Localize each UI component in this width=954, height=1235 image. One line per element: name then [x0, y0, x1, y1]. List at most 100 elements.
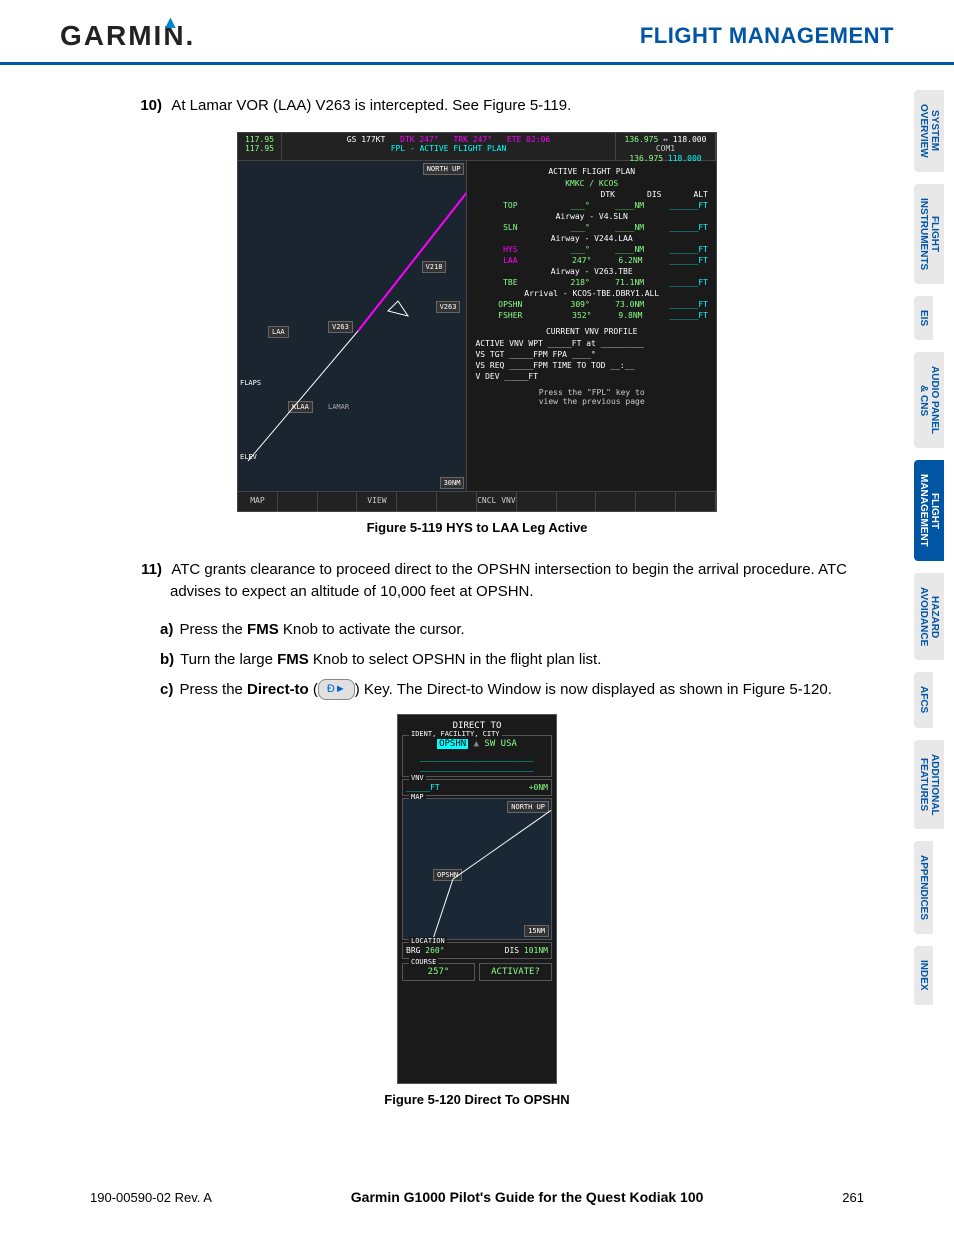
fpl-route: KMKC / KCOS — [565, 179, 618, 188]
softkey-cncl-vnv[interactable]: CNCL VNV — [477, 492, 517, 511]
page-title-fpl: FPL - ACTIVE FLIGHT PLAN — [391, 144, 507, 153]
dto-vnv-ft: _____FT — [406, 783, 440, 792]
sub-label: c) — [160, 681, 173, 698]
fpl-row: TBE218°71.1NM______FT — [471, 277, 712, 288]
softkey-view[interactable]: VIEW — [357, 492, 397, 511]
sub-bold: FMS — [247, 621, 279, 638]
dto-loc-label: LOCATION — [409, 937, 447, 945]
footer-revision: 190-00590-02 Rev. A — [90, 1190, 212, 1205]
figure-caption-120: Figure 5-120 Direct To OPSHN — [100, 1092, 854, 1107]
sub-text: Turn the large — [180, 651, 277, 668]
figure-5-120: DIRECT TO IDENT, FACILITY, CITY OPSHN ▲ … — [100, 714, 854, 1107]
dto-ident-section: IDENT, FACILITY, CITY OPSHN ▲ SW USA ___… — [402, 735, 552, 777]
nav2-freq: 117.95 — [242, 144, 277, 154]
vnv-title: CURRENT VNV PROFILE — [471, 325, 712, 338]
page-footer: 190-00590-02 Rev. A Garmin G1000 Pilot's… — [0, 1189, 954, 1205]
map-route-lines — [238, 161, 466, 491]
fpl-columns: DTK DIS ALT — [471, 189, 712, 200]
logo-delta-icon: ▲ — [162, 12, 182, 33]
nav1-freq: 117.95 — [242, 135, 277, 145]
section-title: FLIGHT MANAGEMENT — [640, 23, 894, 49]
sub-bold: Direct-to — [247, 681, 309, 698]
dto-location-section: LOCATION BRG 260°DIS 101NM — [402, 942, 552, 959]
fpl-row: Airway - V4.SLN — [471, 211, 712, 222]
figure-caption-119: Figure 5-119 HYS to LAA Leg Active — [100, 520, 854, 535]
direct-to-window: DIRECT TO IDENT, FACILITY, CITY OPSHN ▲ … — [397, 714, 557, 1084]
side-nav: SYSTEM OVERVIEW FLIGHT INSTRUMENTS EIS A… — [914, 90, 954, 1017]
footer-page-number: 261 — [842, 1190, 864, 1205]
sub-text: Knob to select OPSHN in the flight plan … — [309, 651, 602, 668]
substep-b: b) Turn the large FMS Knob to select OPS… — [160, 648, 854, 672]
mfd-softkeys: MAP VIEW CNCL VNV — [238, 491, 716, 511]
dto-vnv-nm: +0NM — [529, 783, 548, 792]
softkey-blank — [318, 492, 358, 511]
fpl-hint: Press the "FPL" key to view the previous… — [471, 388, 712, 406]
step-number: 10) — [132, 95, 162, 118]
dto-course-section: COURSE 257° — [402, 963, 475, 981]
tab-hazard-avoidance[interactable]: HAZARD AVOIDANCE — [914, 573, 944, 660]
tab-flight-management[interactable]: FLIGHT MANAGEMENT — [914, 460, 944, 561]
tab-system-overview[interactable]: SYSTEM OVERVIEW — [914, 90, 944, 172]
vnv-row-0: ACTIVE VNV WPT _____FT at _________ — [475, 339, 644, 348]
step-text: ATC grants clearance to proceed direct t… — [170, 561, 847, 601]
softkey-blank — [397, 492, 437, 511]
ete-readout: ETE 02:06 — [507, 135, 550, 144]
step-number: 11) — [132, 559, 162, 582]
fpl-row: FSHER352°9.8NM______FT — [471, 310, 712, 321]
softkey-blank — [557, 492, 597, 511]
softkey-blank — [278, 492, 318, 511]
softkey-blank — [437, 492, 477, 511]
page-content: 10) At Lamar VOR (LAA) V263 is intercept… — [0, 65, 954, 1107]
dto-vnv-label: VNV — [409, 774, 426, 782]
fpl-row: Arrival - KCOS-TBE.DBRY1.ALL — [471, 288, 712, 299]
sub-label: a) — [160, 621, 173, 638]
com1-active: 136.975 — [625, 135, 659, 144]
step-text: At Lamar VOR (LAA) V263 is intercepted. … — [171, 97, 571, 114]
softkey-blank — [596, 492, 636, 511]
tab-afcs[interactable]: AFCS — [914, 672, 933, 727]
dto-map-section: MAP NORTH UP OPSHN 15NM — [402, 798, 552, 940]
dto-map: NORTH UP OPSHN 15NM — [403, 799, 551, 939]
tab-audio-panel[interactable]: AUDIO PANEL & CNS — [914, 352, 944, 448]
mfd-map: NORTH UP V218 V263 LAA V263 KLAA LAMAR F… — [238, 161, 467, 491]
elev-label: ELEV — [240, 453, 257, 461]
tab-additional-features[interactable]: ADDITIONAL FEATURES — [914, 740, 944, 830]
direct-to-key-icon: ĐD►► — [318, 679, 355, 701]
fpl-row: Airway - V263.TBE — [471, 266, 712, 277]
fpl-row: TOP___°____NM______FT — [471, 200, 712, 211]
dto-ident[interactable]: OPSHN — [437, 739, 468, 749]
softkey-map[interactable]: MAP — [238, 492, 278, 511]
sub-text: Press the — [180, 681, 248, 698]
flaps-label: FLAPS — [240, 379, 261, 387]
sub-text: ( — [309, 681, 318, 698]
mfd-fpl-panel: ACTIVE FLIGHT PLAN KMKC / KCOS DTK DIS A… — [467, 161, 716, 491]
fpl-row: SLN___°____NM______FT — [471, 222, 712, 233]
vnv-row-2: VS REQ _____FPM TIME TO TOD __:__ — [475, 361, 634, 370]
fpl-row: OPSHN309°73.0NM______FT — [471, 299, 712, 310]
step-11: 11) ATC grants clearance to proceed dire… — [100, 559, 854, 604]
dto-activate[interactable]: ACTIVATE? — [479, 963, 552, 981]
dtk-readout: DTK 247° — [400, 135, 439, 144]
trk-readout: TRK 247° — [454, 135, 493, 144]
step-10: 10) At Lamar VOR (LAA) V263 is intercept… — [100, 95, 854, 118]
softkey-blank — [676, 492, 716, 511]
footer-title: Garmin G1000 Pilot's Guide for the Quest… — [351, 1189, 704, 1205]
mfd-topbar: 117.95 117.95 GS 177KT DTK 247° TRK 247°… — [238, 133, 716, 161]
map-range: 30NM — [440, 477, 465, 489]
figure-5-119: 117.95 117.95 GS 177KT DTK 247° TRK 247°… — [100, 132, 854, 535]
tab-appendices[interactable]: APPENDICES — [914, 841, 933, 934]
sub-label: b) — [160, 651, 174, 668]
gs-readout: GS 177KT — [347, 135, 386, 144]
softkey-blank — [517, 492, 557, 511]
vnv-row-3: V DEV _____FT — [475, 372, 538, 381]
tab-flight-instruments[interactable]: FLIGHT INSTRUMENTS — [914, 184, 944, 284]
substep-c: c) Press the Direct-to (ĐD►►) Key. The D… — [160, 678, 854, 702]
garmin-logo: GARMIN. ▲ — [60, 20, 195, 52]
sub-text: Press the — [180, 621, 248, 638]
tab-index[interactable]: INDEX — [914, 946, 933, 1005]
fpl-row: LAA247°6.2NM______FT — [471, 255, 712, 266]
substep-a: a) Press the FMS Knob to activate the cu… — [160, 618, 854, 642]
tab-eis[interactable]: EIS — [914, 296, 933, 340]
dto-course-value: 257° — [406, 967, 471, 977]
dto-activate-label: ACTIVATE? — [491, 967, 540, 977]
